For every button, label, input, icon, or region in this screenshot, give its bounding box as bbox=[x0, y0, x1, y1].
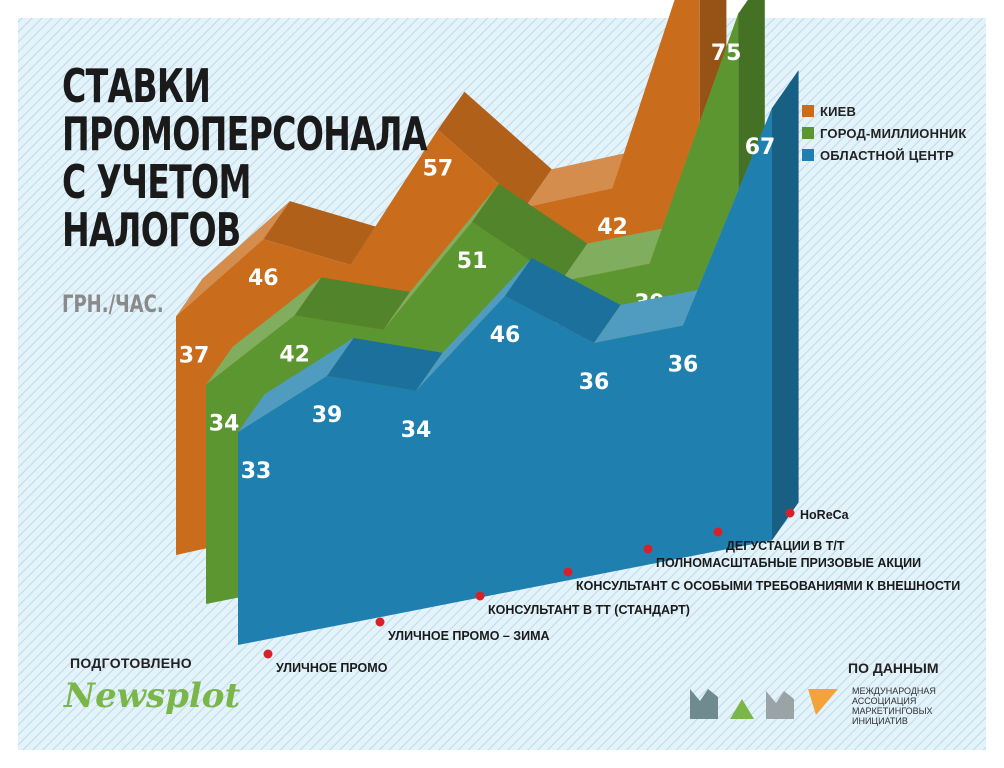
series-2-top-facet-1 bbox=[327, 338, 443, 391]
legend-item-million-city: ГОРОД-МИЛЛИОННИК bbox=[802, 122, 966, 144]
title-line-2: ПРОМОПЕРСОНАЛА bbox=[62, 107, 427, 161]
series-2-end-cap bbox=[772, 70, 799, 541]
page-title: СТАВКИ ПРОМОПЕРСОНАЛА С УЧЕТОМ НАЛОГОВ bbox=[62, 62, 427, 254]
series-0-top-facet-1 bbox=[263, 201, 378, 266]
legend-swatch-million-city bbox=[802, 127, 814, 139]
series-2-value-5: 36 bbox=[668, 353, 699, 378]
series-1-value-0: 34 bbox=[209, 412, 240, 437]
category-label-6: HoReCa bbox=[800, 508, 850, 522]
category-label-1: УЛИЧНОЕ ПРОМО – ЗИМА bbox=[388, 629, 550, 643]
title-line-1: СТАВКИ bbox=[62, 59, 211, 113]
legend-swatch-kiev bbox=[802, 105, 814, 117]
category-marker-1 bbox=[375, 617, 385, 627]
category-label-4: ПОЛНОМАСШТАБНЫЕ ПРИЗОВЫЕ АКЦИИ bbox=[656, 556, 921, 570]
category-marker-4 bbox=[643, 544, 653, 554]
series-layer-2: 33 39 34 46 36 36 67 bbox=[238, 70, 799, 646]
series-2-value-3: 46 bbox=[490, 323, 521, 348]
series-1-top-facet-3 bbox=[472, 183, 588, 282]
source-line-3: МАРКЕТИНГОВЫХ bbox=[852, 706, 933, 716]
category-label-2: КОНСУЛЬТАНТ В ТТ (СТАНДАРТ) bbox=[488, 603, 690, 617]
series-2-value-6: 67 bbox=[745, 135, 776, 160]
legend-label-kiev: КИЕВ bbox=[820, 103, 857, 119]
mami-logo-icon bbox=[690, 689, 838, 719]
category-marker-0 bbox=[263, 649, 273, 659]
series-0-value-0: 37 bbox=[179, 343, 210, 368]
series-1-top-facet-4 bbox=[560, 225, 677, 282]
source-organization: МЕЖДУНАРОДНАЯ АССОЦИАЦИЯ МАРКЕТИНГОВЫХ И… bbox=[852, 686, 962, 726]
series-0-value-5: 42 bbox=[597, 215, 628, 240]
category-marker-6 bbox=[785, 508, 795, 518]
category-marker-3 bbox=[563, 567, 573, 577]
series-2-top-facet-4 bbox=[594, 287, 710, 344]
series-2-top-facet-0 bbox=[238, 338, 354, 433]
series-1-value-3: 51 bbox=[457, 249, 488, 274]
series-0-top-facet-0 bbox=[176, 201, 290, 317]
units-label: ГРН./ЧАС. bbox=[62, 290, 164, 318]
series-2-top-facet-3 bbox=[505, 257, 621, 344]
series-2-value-1: 39 bbox=[312, 403, 343, 428]
legend-item-regional-center: ОБЛАСТНОЙ ЦЕНТР bbox=[802, 144, 966, 166]
legend-label-million-city: ГОРОД-МИЛЛИОННИК bbox=[820, 125, 967, 141]
series-2-value-2: 34 bbox=[401, 418, 432, 443]
series-1-top-facet-0 bbox=[206, 277, 322, 385]
legend-swatch-regional-center bbox=[802, 149, 814, 161]
series-0-top-facet-3 bbox=[437, 91, 552, 208]
series-2-front-face bbox=[238, 108, 772, 646]
series-2-top-facet-2 bbox=[416, 257, 532, 391]
newsplot-logo: Newsplot bbox=[64, 676, 241, 716]
series-2-value-0: 33 bbox=[241, 459, 272, 484]
series-1-value-6: 75 bbox=[711, 41, 742, 66]
category-marker-2 bbox=[475, 591, 485, 601]
title-line-3: С УЧЕТОМ bbox=[62, 155, 251, 209]
series-0-value-3: 57 bbox=[423, 157, 454, 182]
series-1-top-facet-2 bbox=[383, 183, 499, 330]
legend-label-regional-center: ОБЛАСТНОЙ ЦЕНТР bbox=[820, 147, 954, 163]
series-0-top-facet-4 bbox=[525, 150, 640, 208]
category-label-3: КОНСУЛЬТАНТ С ОСОБЫМИ ТРЕБОВАНИЯМИ К ВНЕ… bbox=[576, 579, 960, 593]
series-1-top-facet-1 bbox=[294, 277, 410, 330]
series-1-value-1: 42 bbox=[279, 342, 310, 367]
category-label-0: УЛИЧНОЕ ПРОМО bbox=[276, 661, 388, 675]
prepared-by-label: ПОДГОТОВЛЕНО bbox=[70, 655, 192, 671]
source-line-2: АССОЦИАЦИЯ bbox=[852, 696, 917, 706]
source-line-1: МЕЖДУНАРОДНАЯ bbox=[852, 686, 936, 696]
source-label: ПО ДАННЫМ bbox=[848, 660, 939, 676]
title-line-4: НАЛОГОВ bbox=[62, 203, 241, 257]
category-marker-5 bbox=[713, 527, 723, 537]
source-line-4: ИНИЦИАТИВ bbox=[852, 716, 908, 726]
series-0-value-1: 46 bbox=[248, 266, 279, 291]
series-2-value-4: 36 bbox=[579, 370, 610, 395]
legend-item-kiev: КИЕВ bbox=[802, 100, 966, 122]
legend: КИЕВ ГОРОД-МИЛЛИОННИК ОБЛАСТНОЙ ЦЕНТР bbox=[802, 100, 966, 166]
category-label-5: ДЕГУСТАЦИИ В Т/Т bbox=[726, 539, 845, 553]
